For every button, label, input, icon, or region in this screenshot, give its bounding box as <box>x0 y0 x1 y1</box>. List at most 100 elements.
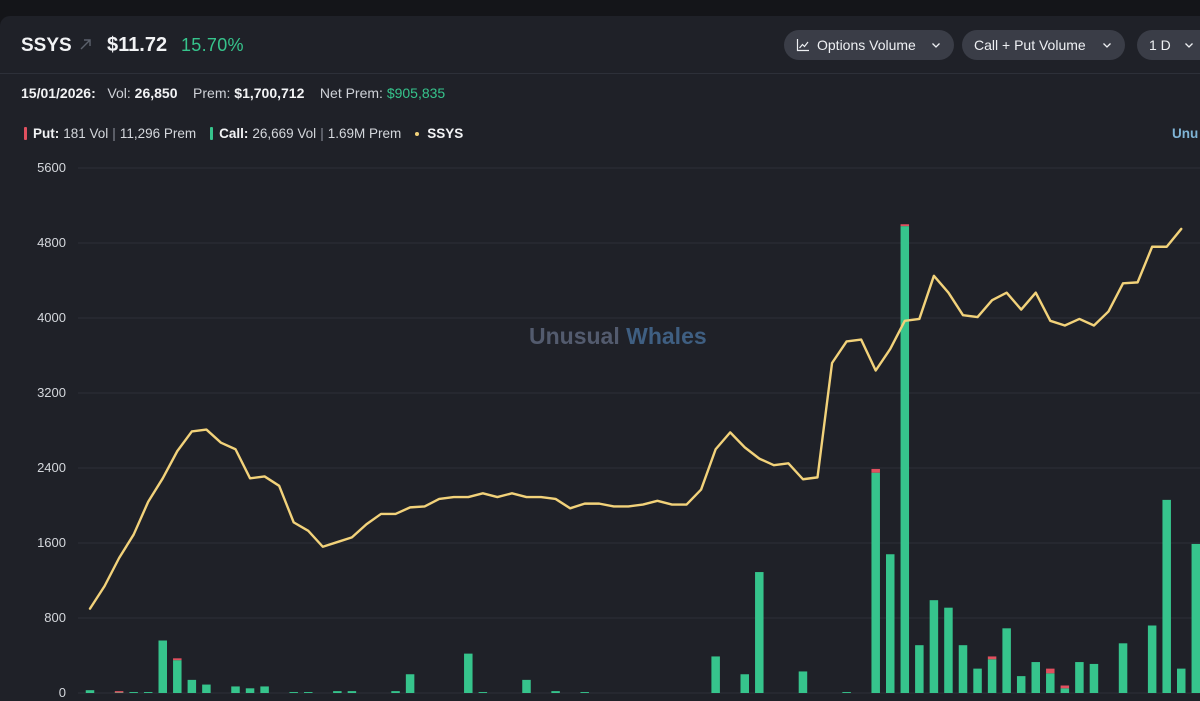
chevron-down-icon <box>1103 43 1111 48</box>
put-bar-6 <box>173 658 182 661</box>
type-dropdown-label: Call + Put Volume <box>974 37 1086 53</box>
call-bar-52 <box>842 692 851 693</box>
call-bar-10 <box>231 686 240 693</box>
call-bar-64 <box>1016 676 1026 693</box>
put-bar-2 <box>114 691 124 693</box>
legend-call-prem: 1.69M Prem <box>327 126 402 141</box>
range-dropdown[interactable]: 1 D <box>1137 30 1200 60</box>
header-bar: SSYS $11.72 15.70% Options Volume Call +… <box>0 16 1200 74</box>
call-bar-21 <box>391 691 400 693</box>
call-bar-4 <box>143 692 153 693</box>
watermark: Unusual Whales <box>529 323 707 350</box>
call-bar-5 <box>158 640 167 693</box>
y-tick-label-4800: 4800 <box>37 235 66 250</box>
call-bar-57 <box>915 645 924 693</box>
y-tick-label-800: 800 <box>44 610 66 625</box>
metric-dropdown-label: Options Volume <box>817 37 916 53</box>
call-bar-68 <box>1075 662 1084 693</box>
call-bar-74 <box>1162 499 1171 693</box>
call-bar-59 <box>944 607 953 693</box>
chevron-down-icon <box>932 43 940 48</box>
call-bar-30 <box>522 679 531 693</box>
call-bar-34 <box>580 692 589 693</box>
call-bar-60 <box>958 645 968 693</box>
ticker-symbol: SSYS <box>21 35 72 56</box>
call-bar-45 <box>740 674 749 693</box>
call-bar-75 <box>1177 668 1186 693</box>
call-bar-46 <box>755 572 764 693</box>
call-bar-73 <box>1147 625 1157 693</box>
call-bar-61 <box>973 668 982 693</box>
metric-dropdown[interactable]: Options Volume <box>784 30 954 60</box>
call-bar-66 <box>1046 673 1055 693</box>
y-tick-label-3200: 3200 <box>37 385 66 400</box>
put-bar-56 <box>900 224 910 227</box>
range-dropdown-label: 1 D <box>1149 37 1171 53</box>
type-dropdown[interactable]: Call + Put Volume <box>962 30 1125 60</box>
call-bar-14 <box>289 692 298 693</box>
call-bar-11 <box>245 688 255 693</box>
call-bar-26 <box>464 653 473 693</box>
call-bar-32 <box>551 691 560 693</box>
legend-call-vol: 26,669 Vol <box>252 126 317 141</box>
put-bar-66 <box>1046 668 1055 674</box>
legend-put-prem: 11,296 Prem <box>119 126 197 141</box>
call-bar-3 <box>129 692 138 693</box>
summary-row: 15/01/2026: Vol: 26,850 Prem: $1,700,712… <box>21 85 445 101</box>
watermark-part1: Unusual <box>529 323 620 349</box>
put-swatch <box>24 127 27 140</box>
summary-net-value: $905,835 <box>386 85 446 101</box>
y-tick-label-2400: 2400 <box>37 460 66 475</box>
call-bar-58 <box>929 600 939 693</box>
call-bar-6 <box>173 660 182 693</box>
call-bar-65 <box>1031 662 1040 693</box>
legend-put-label: Put: <box>33 126 60 141</box>
call-bar-8 <box>202 684 211 693</box>
call-bar-63 <box>1002 628 1011 693</box>
y-tick-label-1600: 1600 <box>37 535 66 550</box>
call-bar-7 <box>187 679 197 693</box>
call-bar-18 <box>347 691 357 693</box>
call-bar-67 <box>1060 688 1070 693</box>
call-bar-54 <box>871 472 880 693</box>
call-bar-22 <box>405 674 415 693</box>
summary-net-label: Net Prem: <box>319 85 383 101</box>
call-bar-27 <box>478 692 488 693</box>
call-bar-76 <box>1191 543 1200 693</box>
legend-put-vol: 181 Vol <box>63 126 109 141</box>
call-bar-17 <box>333 691 342 693</box>
call-bar-69 <box>1089 663 1099 693</box>
call-bar-49 <box>798 671 808 693</box>
put-bar-54 <box>871 468 880 473</box>
legend-row: Put: 181 Vol | 11,296 Prem Call: 26,669 … <box>24 126 467 141</box>
price-change: 15.70% <box>181 35 244 55</box>
call-bar-71 <box>1118 643 1128 693</box>
y-tick-label-5600: 5600 <box>37 160 66 175</box>
call-bar-62 <box>987 659 997 693</box>
watermark-part2: Whales <box>626 323 707 349</box>
summary-vol-label: Vol: <box>107 85 131 101</box>
summary-prem-label: Prem: <box>193 85 231 101</box>
price-swatch <box>415 131 420 136</box>
summary-prem-value: $1,700,712 <box>234 85 305 101</box>
call-bar-43 <box>711 656 720 693</box>
put-bar-62 <box>987 656 997 660</box>
price-line <box>88 227 1183 610</box>
legend-call-label: Call: <box>219 126 249 141</box>
summary-vol-value: 26,850 <box>134 85 178 101</box>
chart-line-icon <box>796 39 809 52</box>
y-tick-label-0: 0 <box>59 685 66 700</box>
last-price: $11.72 <box>107 34 168 56</box>
external-arrow-icon[interactable] <box>78 36 94 52</box>
call-bar-0 <box>85 690 95 693</box>
call-swatch <box>210 127 214 140</box>
brand-text-partial: Unu <box>1172 126 1199 141</box>
call-bar-15 <box>304 692 313 693</box>
call-bar-12 <box>260 686 269 693</box>
y-tick-label-4000: 4000 <box>37 310 66 325</box>
call-bar-55 <box>886 554 895 693</box>
legend-price-label: SSYS <box>427 126 464 141</box>
chart-panel: SSYS $11.72 15.70% Options Volume Call +… <box>0 16 1200 701</box>
summary-date: 15/01/2026: <box>21 85 96 101</box>
